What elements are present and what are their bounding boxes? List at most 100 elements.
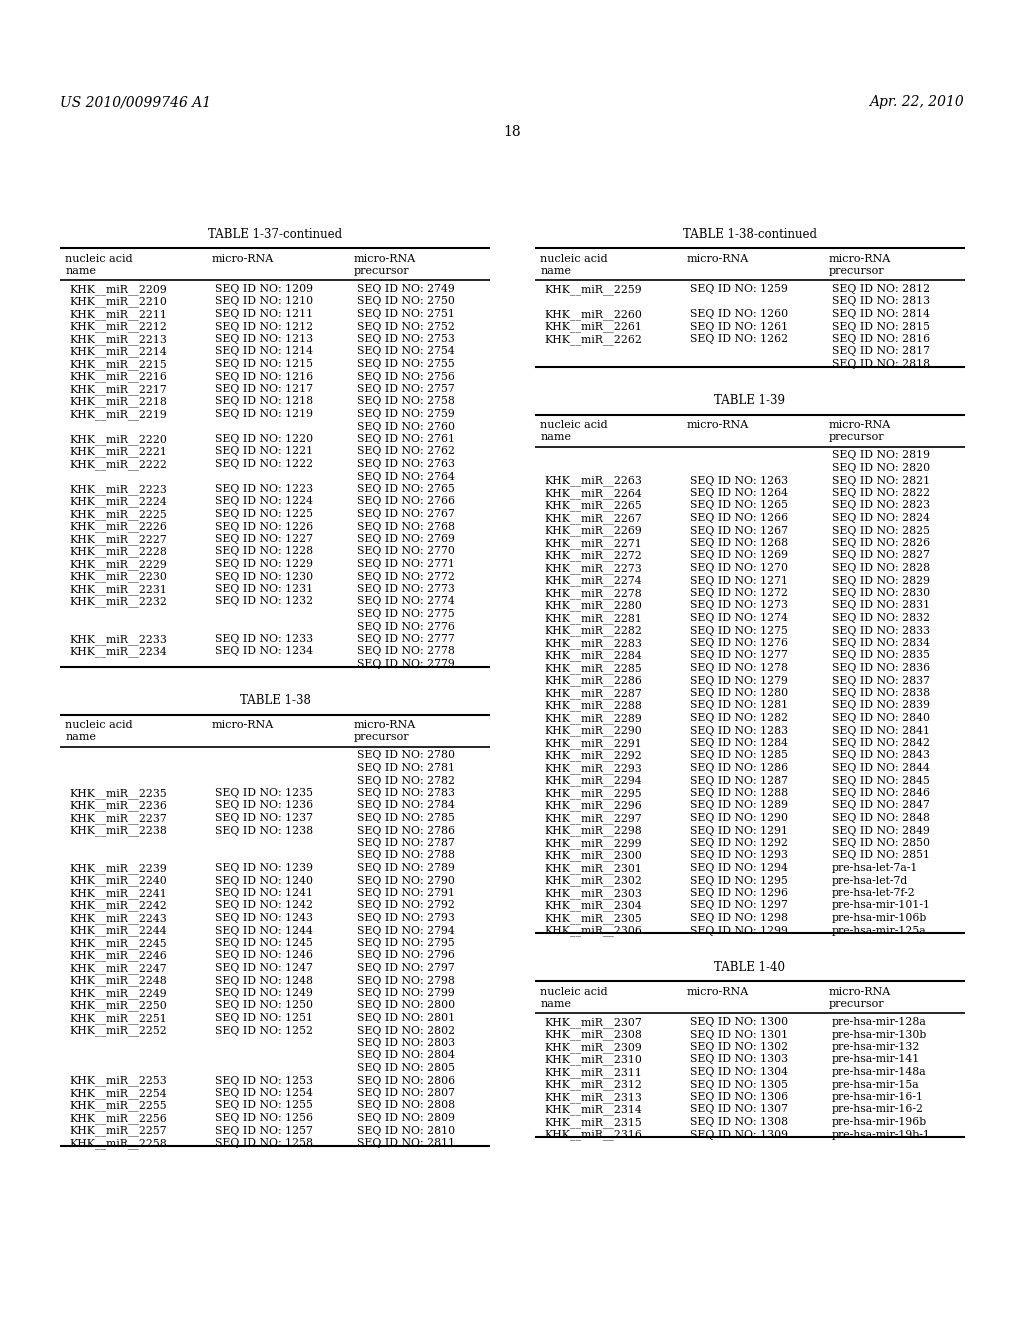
- Text: SEQ ID NO: 2829: SEQ ID NO: 2829: [833, 576, 930, 586]
- Text: SEQ ID NO: 2788: SEQ ID NO: 2788: [357, 850, 455, 861]
- Text: SEQ ID NO: 2847: SEQ ID NO: 2847: [833, 800, 930, 810]
- Text: SEQ ID NO: 2809: SEQ ID NO: 2809: [357, 1113, 455, 1123]
- Text: SEQ ID NO: 2754: SEQ ID NO: 2754: [357, 346, 455, 356]
- Text: SEQ ID NO: 2751: SEQ ID NO: 2751: [357, 309, 455, 319]
- Text: SEQ ID NO: 1298: SEQ ID NO: 1298: [690, 913, 788, 923]
- Text: SEQ ID NO: 2776: SEQ ID NO: 2776: [357, 622, 455, 631]
- Text: SEQ ID NO: 1301: SEQ ID NO: 1301: [690, 1030, 788, 1040]
- Text: SEQ ID NO: 2811: SEQ ID NO: 2811: [357, 1138, 456, 1148]
- Text: KHK__miR__2297: KHK__miR__2297: [544, 813, 642, 824]
- Text: pre-hsa-mir-128a: pre-hsa-mir-128a: [833, 1016, 927, 1027]
- Text: KHK__miR__2241: KHK__miR__2241: [69, 888, 167, 899]
- Text: SEQ ID NO: 1308: SEQ ID NO: 1308: [690, 1117, 788, 1127]
- Text: KHK__miR__2283: KHK__miR__2283: [544, 638, 642, 648]
- Text: SEQ ID NO: 2755: SEQ ID NO: 2755: [357, 359, 455, 370]
- Text: SEQ ID NO: 1222: SEQ ID NO: 1222: [215, 459, 313, 469]
- Text: SEQ ID NO: 2822: SEQ ID NO: 2822: [833, 488, 930, 498]
- Text: micro-RNA: micro-RNA: [828, 987, 891, 997]
- Text: SEQ ID NO: 1252: SEQ ID NO: 1252: [215, 1026, 313, 1035]
- Text: SEQ ID NO: 1279: SEQ ID NO: 1279: [690, 676, 788, 685]
- Text: SEQ ID NO: 1225: SEQ ID NO: 1225: [215, 510, 313, 519]
- Text: SEQ ID NO: 1211: SEQ ID NO: 1211: [215, 309, 313, 319]
- Text: SEQ ID NO: 1268: SEQ ID NO: 1268: [690, 539, 788, 548]
- Text: SEQ ID NO: 2795: SEQ ID NO: 2795: [357, 939, 455, 948]
- Text: KHK__miR__2219: KHK__miR__2219: [69, 409, 167, 420]
- Text: SEQ ID NO: 2846: SEQ ID NO: 2846: [833, 788, 930, 799]
- Text: SEQ ID NO: 1273: SEQ ID NO: 1273: [690, 601, 788, 610]
- Text: KHK__miR__2291: KHK__miR__2291: [544, 738, 642, 748]
- Text: SEQ ID NO: 2789: SEQ ID NO: 2789: [357, 863, 455, 873]
- Text: KHK__miR__2310: KHK__miR__2310: [544, 1055, 642, 1065]
- Text: SEQ ID NO: 2825: SEQ ID NO: 2825: [833, 525, 930, 536]
- Text: KHK__miR__2304: KHK__miR__2304: [544, 900, 642, 911]
- Text: SEQ ID NO: 1260: SEQ ID NO: 1260: [690, 309, 788, 319]
- Text: SEQ ID NO: 2810: SEQ ID NO: 2810: [357, 1126, 456, 1135]
- Text: SEQ ID NO: 1244: SEQ ID NO: 1244: [215, 925, 313, 936]
- Text: SEQ ID NO: 2762: SEQ ID NO: 2762: [357, 446, 455, 457]
- Text: KHK__miR__2307: KHK__miR__2307: [544, 1016, 642, 1028]
- Text: nucleic acid: nucleic acid: [541, 421, 608, 430]
- Text: SEQ ID NO: 2842: SEQ ID NO: 2842: [833, 738, 930, 748]
- Text: SEQ ID NO: 2756: SEQ ID NO: 2756: [357, 371, 455, 381]
- Text: KHK__miR__2215: KHK__miR__2215: [69, 359, 167, 370]
- Text: SEQ ID NO: 2783: SEQ ID NO: 2783: [357, 788, 455, 799]
- Text: nucleic acid: nucleic acid: [541, 987, 608, 997]
- Text: pre-hsa-mir-106b: pre-hsa-mir-106b: [833, 913, 928, 923]
- Text: SEQ ID NO: 2816: SEQ ID NO: 2816: [833, 334, 930, 345]
- Text: SEQ ID NO: 1234: SEQ ID NO: 1234: [215, 647, 313, 656]
- Text: SEQ ID NO: 1290: SEQ ID NO: 1290: [690, 813, 788, 822]
- Text: SEQ ID NO: 1238: SEQ ID NO: 1238: [215, 825, 313, 836]
- Text: SEQ ID NO: 2800: SEQ ID NO: 2800: [357, 1001, 456, 1011]
- Text: KHK__miR__2285: KHK__miR__2285: [544, 663, 642, 673]
- Text: SEQ ID NO: 1221: SEQ ID NO: 1221: [215, 446, 313, 457]
- Text: SEQ ID NO: 1235: SEQ ID NO: 1235: [215, 788, 313, 799]
- Text: TABLE 1-37-continued: TABLE 1-37-continued: [208, 228, 342, 242]
- Text: micro-RNA: micro-RNA: [353, 721, 416, 730]
- Text: micro-RNA: micro-RNA: [828, 253, 891, 264]
- Text: SEQ ID NO: 1264: SEQ ID NO: 1264: [690, 488, 788, 498]
- Text: SEQ ID NO: 1286: SEQ ID NO: 1286: [690, 763, 788, 774]
- Text: KHK__miR__2305: KHK__miR__2305: [544, 913, 642, 924]
- Text: US 2010/0099746 A1: US 2010/0099746 A1: [60, 95, 211, 110]
- Text: SEQ ID NO: 2752: SEQ ID NO: 2752: [357, 322, 455, 331]
- Text: SEQ ID NO: 2831: SEQ ID NO: 2831: [833, 601, 930, 610]
- Text: SEQ ID NO: 2785: SEQ ID NO: 2785: [357, 813, 455, 822]
- Text: KHK__miR__2248: KHK__miR__2248: [69, 975, 167, 986]
- Text: SEQ ID NO: 1230: SEQ ID NO: 1230: [215, 572, 313, 582]
- Text: SEQ ID NO: 1226: SEQ ID NO: 1226: [215, 521, 313, 532]
- Text: SEQ ID NO: 2833: SEQ ID NO: 2833: [833, 626, 930, 635]
- Text: SEQ ID NO: 2837: SEQ ID NO: 2837: [833, 676, 930, 685]
- Text: KHK__miR__2289: KHK__miR__2289: [544, 713, 642, 723]
- Text: micro-RNA: micro-RNA: [687, 421, 749, 430]
- Text: KHK__miR__2301: KHK__miR__2301: [544, 863, 642, 874]
- Text: KHK__miR__2217: KHK__miR__2217: [69, 384, 167, 395]
- Text: KHK__miR__2303: KHK__miR__2303: [544, 888, 642, 899]
- Text: SEQ ID NO: 2821: SEQ ID NO: 2821: [833, 475, 930, 486]
- Text: SEQ ID NO: 2765: SEQ ID NO: 2765: [357, 484, 455, 494]
- Text: TABLE 1-39: TABLE 1-39: [715, 395, 785, 408]
- Text: KHK__miR__2226: KHK__miR__2226: [69, 521, 167, 532]
- Text: SEQ ID NO: 2760: SEQ ID NO: 2760: [357, 421, 455, 432]
- Text: pre-hsa-mir-101-1: pre-hsa-mir-101-1: [833, 900, 931, 911]
- Text: KHK__miR__2278: KHK__miR__2278: [544, 587, 642, 599]
- Text: micro-RNA: micro-RNA: [687, 987, 749, 997]
- Text: KHK__miR__2271: KHK__miR__2271: [544, 539, 642, 549]
- Text: SEQ ID NO: 1277: SEQ ID NO: 1277: [690, 651, 788, 660]
- Text: KHK__miR__2216: KHK__miR__2216: [69, 371, 167, 383]
- Text: SEQ ID NO: 2841: SEQ ID NO: 2841: [833, 726, 930, 735]
- Text: KHK__miR__2293: KHK__miR__2293: [544, 763, 642, 774]
- Text: SEQ ID NO: 2753: SEQ ID NO: 2753: [357, 334, 455, 345]
- Text: SEQ ID NO: 2786: SEQ ID NO: 2786: [357, 825, 455, 836]
- Text: SEQ ID NO: 1239: SEQ ID NO: 1239: [215, 863, 313, 873]
- Text: SEQ ID NO: 1224: SEQ ID NO: 1224: [215, 496, 313, 507]
- Text: KHK__miR__2221: KHK__miR__2221: [69, 446, 167, 457]
- Text: KHK__miR__2316: KHK__miR__2316: [544, 1130, 642, 1140]
- Text: name: name: [66, 733, 96, 742]
- Text: KHK__miR__2222: KHK__miR__2222: [69, 459, 167, 470]
- Text: KHK__miR__2236: KHK__miR__2236: [69, 800, 167, 812]
- Text: SEQ ID NO: 2759: SEQ ID NO: 2759: [357, 409, 455, 418]
- Text: SEQ ID NO: 2787: SEQ ID NO: 2787: [357, 838, 455, 847]
- Text: SEQ ID NO: 1278: SEQ ID NO: 1278: [690, 663, 788, 673]
- Text: SEQ ID NO: 1212: SEQ ID NO: 1212: [215, 322, 313, 331]
- Text: SEQ ID NO: 2802: SEQ ID NO: 2802: [357, 1026, 456, 1035]
